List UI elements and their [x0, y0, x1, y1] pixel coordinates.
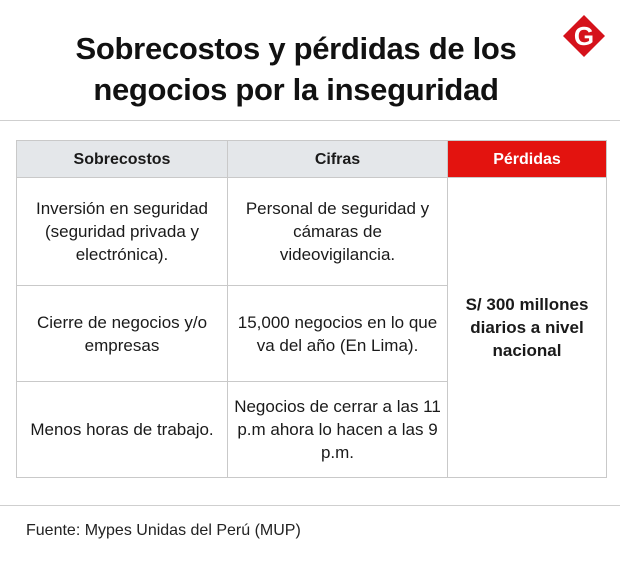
perdidas-value: S/ 300 millones diarios a nivel nacional: [447, 177, 607, 478]
page-title: Sobrecostos y pérdidas de los negocios p…: [75, 31, 517, 107]
header-divider: [0, 120, 620, 121]
footer-divider: [0, 505, 620, 506]
row2-sobrecosto: Cierre de negocios y/o empresas: [16, 285, 228, 382]
col-header-sobrecostos: Sobrecostos: [16, 140, 228, 178]
row2-cifra: 15,000 negocios en lo que va del año (En…: [227, 285, 448, 382]
row1-cifra: Personal de seguridad y cámaras de video…: [227, 177, 448, 286]
losses-table: Sobrecostos Cifras Pérdidas Inversión en…: [16, 140, 607, 478]
row3-cifra: Negocios de cerrar a las 11 p.m ahora lo…: [227, 381, 448, 478]
source-note: Fuente: Mypes Unidas del Perú (MUP): [26, 522, 301, 539]
col-header-perdidas: Pérdidas: [447, 140, 607, 178]
col-header-cifras: Cifras: [227, 140, 448, 178]
gestion-logo-icon: G: [563, 15, 605, 57]
row1-sobrecosto: Inversión en seguridad (seguridad privad…: [16, 177, 228, 286]
row3-sobrecosto: Menos horas de trabajo.: [16, 381, 228, 478]
logo-letter: G: [574, 21, 594, 51]
